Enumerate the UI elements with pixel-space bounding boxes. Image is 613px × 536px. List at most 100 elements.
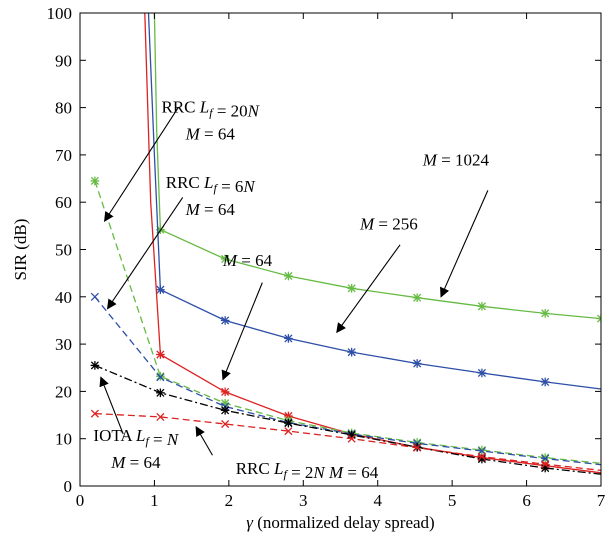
marker-stroke [596,314,601,320]
data-point [347,347,356,357]
annotation-2: M = 64 [221,251,273,381]
anno-text: = 64 [343,463,379,482]
data-point [347,283,356,293]
marker-stroke [541,460,550,469]
anno-subscript: f [209,105,214,119]
anno-symbol: N [312,463,326,482]
x-axis-label: γ (normalized delay spread) [246,513,434,532]
annotation-3: M = 256 [336,215,418,334]
data-point [90,361,100,370]
x-tick-label: 3 [299,491,308,510]
anno-text: = [149,430,167,449]
series-line [94,296,601,466]
data-point [220,316,230,325]
annotation-arrow [99,376,124,435]
series-line [147,13,601,390]
annotation-arrow [195,426,213,456]
anno-text: = 64 [125,453,161,472]
anno-symbol: L [203,173,213,192]
data-point [347,434,356,443]
annotation-text: RRC Lf = 20N [161,97,260,120]
anno-symbol: M [185,200,201,219]
data-point [477,301,487,311]
y-tick-label: 100 [47,4,73,23]
data-point [220,254,230,264]
annotation-0: RRC Lf = 20N M = 64 [104,97,261,222]
annotation-5: IOTA Lf = N M = 64 [93,376,180,472]
marker-stroke [221,419,230,429]
y-tick-label: 60 [55,193,72,212]
x-tick-label: 2 [225,491,234,510]
x-tick-label: 5 [448,491,457,510]
data-point [156,285,165,295]
y-tick-label: 40 [55,288,72,307]
y-tick-label: 0 [64,477,73,496]
data-point [540,377,550,387]
marker-stroke [413,443,422,452]
x-axis-text: (normalized delay spread) [253,513,435,532]
series-layer [90,13,601,475]
data-point [284,427,293,436]
anno-text: RRC [236,459,274,478]
anno-symbol: M [422,150,438,169]
series-6 [90,409,601,472]
data-point [220,387,230,397]
data-point [90,176,100,186]
annotation-text: M = 64 [110,453,161,472]
data-point [413,443,422,452]
series-line [144,13,601,474]
series-1 [147,13,601,390]
anno-text: IOTA [93,426,136,445]
anno-symbol: M [359,215,375,234]
anno-symbol: L [273,459,283,478]
annotation-text: M = 1024 [422,150,490,169]
data-point [477,368,487,378]
series-line [153,13,601,320]
anno-subscript: f [145,434,150,448]
anno-text: = 64 [200,200,236,219]
data-point [284,334,293,343]
annotation-6: RRC Lf = 2N M = 64 [195,426,379,482]
data-point [412,359,422,368]
data-point [541,460,550,469]
y-tick-label: 30 [55,335,72,354]
x-tick-label: 4 [373,491,382,510]
data-point [412,293,422,303]
anno-symbol: M [185,124,201,143]
anno-text: = 2 [291,463,313,482]
anno-text: = 20 [217,101,248,120]
anno-symbol: L [199,97,209,116]
marker-stroke [596,317,601,323]
data-point [90,409,99,418]
x-tick-label: 0 [76,491,85,510]
annotation-arrow [440,190,489,298]
annotation-text: RRC Lf = 2N M = 64 [236,459,379,482]
annotation-arrow [106,197,184,310]
plot-background [80,13,601,486]
data-point [156,350,165,359]
y-axis-label: SIR (dB) [11,219,30,281]
marker-stroke [477,452,486,461]
anno-text: RRC [161,97,199,116]
marker-stroke [90,409,99,418]
data-point [477,452,486,461]
x-axis-symbol: γ [246,513,254,532]
marker-stroke [156,412,165,422]
marker-stroke [156,373,165,382]
anno-symbol: L [135,426,145,445]
annotation-text: M = 64 [222,251,273,270]
data-point [156,412,165,422]
y-tick-label: 80 [55,99,72,118]
anno-text: RRC [166,173,204,192]
annotation-text: RRC Lf = 6N [166,173,257,196]
data-point [220,406,230,415]
marker-stroke [284,427,293,436]
anno-symbol: N [247,101,261,120]
anno-text: = 64 [237,251,273,270]
annotation-arrow [221,282,263,381]
y-tick-label: 70 [55,146,72,165]
data-point [540,309,550,318]
data-point [156,373,165,382]
